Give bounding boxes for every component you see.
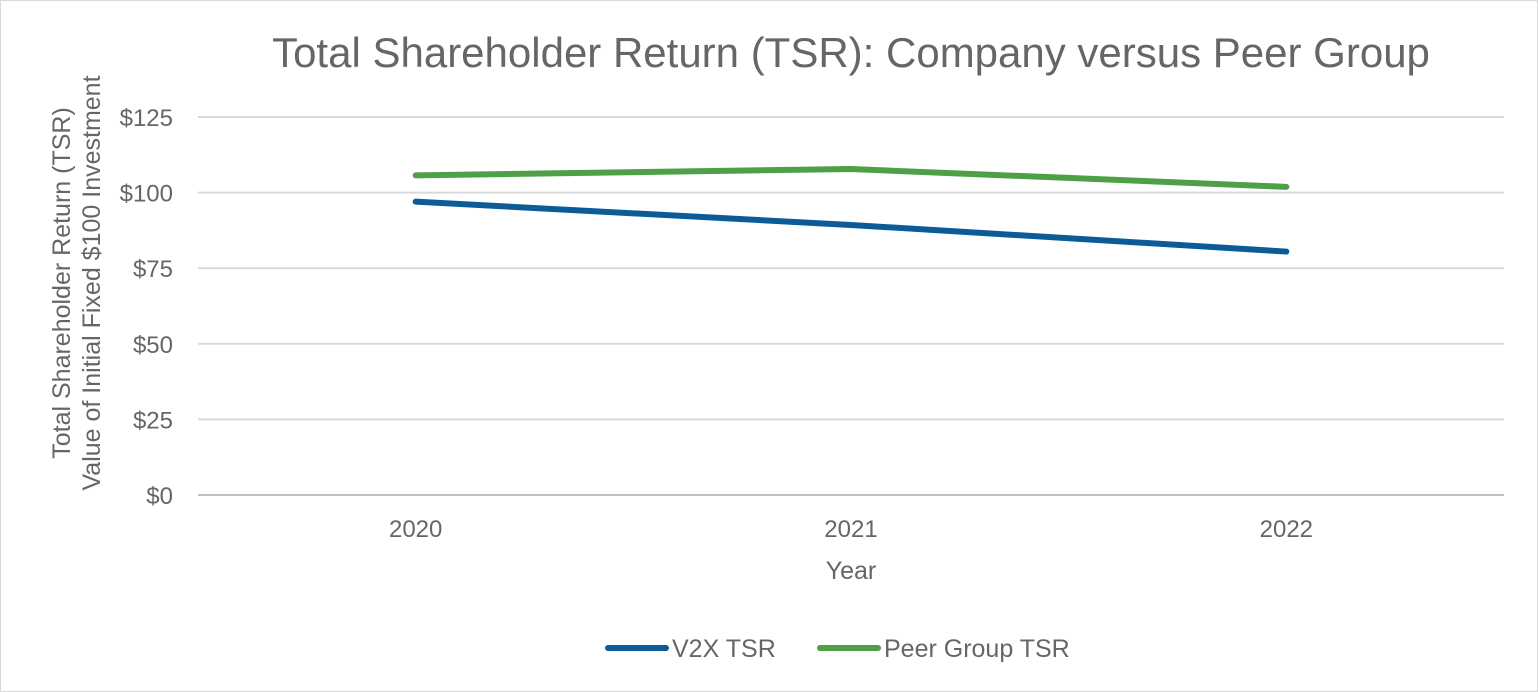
- x-tick-label: 2022: [1260, 516, 1313, 543]
- y-tick-label: $50: [133, 332, 173, 359]
- y-axis-ticks: $0 $25 $50 $75 $100 $125: [120, 105, 173, 510]
- gridlines: [198, 116, 1504, 496]
- y-axis-title: Total Shareholder Return (TSR) Value of …: [48, 75, 106, 490]
- series-line-v2x-tsr: [412, 198, 1290, 255]
- x-axis-ticks: 2020 2021 2022: [389, 516, 1313, 543]
- legend: V2X TSR Peer Group TSR: [605, 635, 1070, 663]
- y-tick-label: $25: [133, 407, 173, 434]
- series: [412, 166, 1290, 255]
- x-tick-label: 2020: [389, 516, 442, 543]
- chart-title: Total Shareholder Return (TSR): Company …: [272, 29, 1430, 76]
- series-line-peer-group-tsr: [412, 166, 1290, 190]
- legend-label-v2x: V2X TSR: [672, 635, 776, 663]
- y-tick-label: $75: [133, 256, 173, 283]
- y-axis-title-line2: Value of Initial Fixed $100 Investment: [78, 75, 106, 490]
- y-tick-label: $0: [146, 483, 173, 510]
- x-tick-label: 2021: [824, 516, 877, 543]
- x-axis-title: Year: [826, 557, 877, 585]
- y-tick-label: $100: [120, 181, 173, 208]
- legend-label-peer-group: Peer Group TSR: [884, 635, 1070, 663]
- y-axis-title-line1: Total Shareholder Return (TSR): [48, 107, 76, 459]
- y-tick-label: $125: [120, 105, 173, 132]
